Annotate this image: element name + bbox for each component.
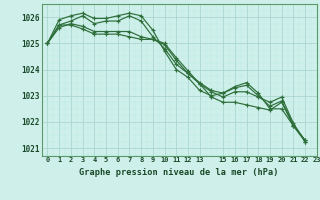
X-axis label: Graphe pression niveau de la mer (hPa): Graphe pression niveau de la mer (hPa) [79,168,279,177]
